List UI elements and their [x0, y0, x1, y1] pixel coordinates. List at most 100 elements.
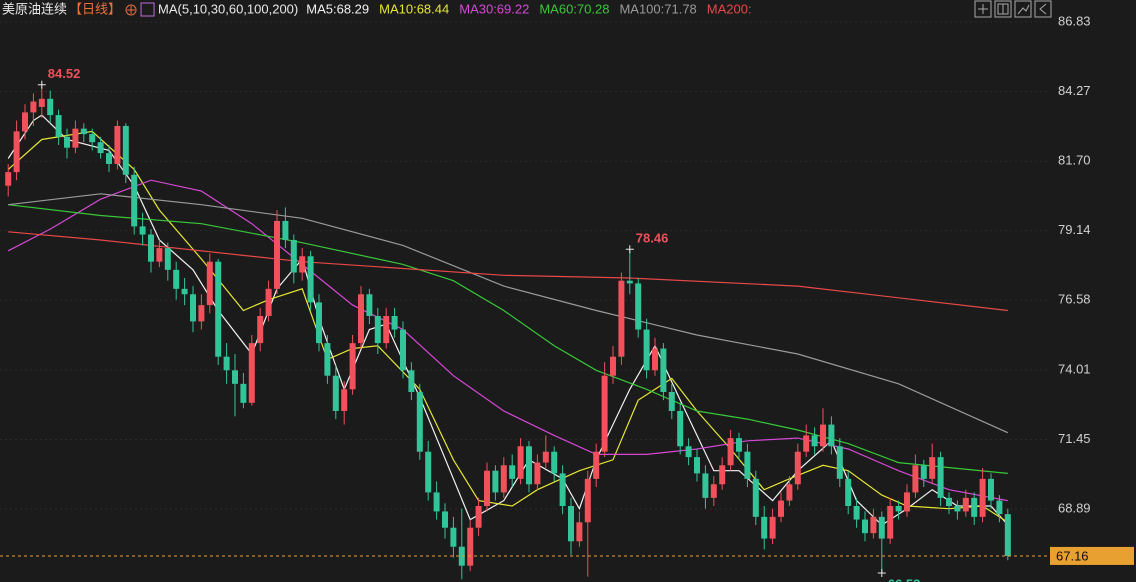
candle-body — [778, 500, 784, 517]
candle-body — [290, 239, 297, 273]
candle-body — [836, 446, 843, 479]
extreme-marker — [625, 245, 634, 254]
candle-body — [979, 478, 986, 517]
candle-body — [97, 142, 104, 154]
extreme-marker — [877, 569, 886, 578]
y-tick-label: 86.83 — [1058, 13, 1091, 28]
candle-body — [853, 505, 860, 520]
tool-icon[interactable] — [1014, 0, 1032, 18]
candle-body — [341, 389, 348, 411]
candle-body — [307, 256, 314, 303]
indicator-label: MA(5,10,30,60,100,200) — [158, 1, 298, 16]
candle-body — [13, 131, 20, 173]
candle-body — [442, 511, 448, 528]
tool-icon[interactable] — [974, 0, 992, 18]
candles — [5, 84, 1011, 580]
candle-body — [391, 315, 398, 330]
y-tick-label: 74.01 — [1058, 361, 1091, 376]
candle-body — [895, 505, 902, 512]
candle-body — [265, 288, 272, 316]
tool-icon-glyph — [997, 3, 1009, 15]
candle-body — [400, 329, 406, 371]
candle-body — [534, 462, 541, 485]
candle-body — [500, 465, 507, 493]
toolbar[interactable] — [974, 0, 1052, 18]
candle-body — [685, 446, 692, 458]
candle-body — [828, 424, 835, 447]
tool-icon[interactable] — [994, 0, 1012, 18]
candle-body — [484, 470, 490, 506]
candle-body — [870, 516, 877, 534]
candle-body — [215, 261, 222, 357]
last-price-label: 67.16 — [1056, 548, 1089, 563]
candle-body — [526, 446, 532, 485]
candle-body — [887, 505, 894, 539]
candle-body — [181, 288, 188, 295]
candle-body — [324, 343, 331, 376]
candle-body — [475, 505, 482, 528]
candle-body — [971, 497, 978, 517]
indicator-icon — [140, 2, 155, 17]
y-tick-label: 76.58 — [1058, 292, 1091, 307]
candle-body — [878, 516, 885, 539]
candle-body — [677, 410, 684, 447]
candle-body — [668, 391, 675, 411]
candle-body — [517, 446, 524, 479]
candle-body — [332, 375, 339, 411]
tool-icon[interactable] — [1034, 0, 1052, 18]
y-tick-label: 84.27 — [1058, 83, 1091, 98]
candle-body — [904, 492, 910, 512]
candle-body — [366, 294, 373, 316]
candle-body — [47, 98, 54, 116]
candle-body — [559, 473, 566, 506]
overlay: 84.52 78.46 66.53 67.16 — [0, 66, 1134, 582]
extreme-label: 84.52 — [48, 66, 81, 81]
candle-body — [744, 451, 751, 479]
candle-body — [962, 497, 969, 512]
candle-body — [139, 226, 146, 235]
candle-body — [316, 302, 322, 344]
candle-body — [752, 478, 759, 517]
settings-icon-glyph — [127, 6, 136, 14]
candle-body — [240, 383, 247, 403]
candle-body — [845, 478, 852, 506]
legend-entry: MA60:70.28 — [539, 1, 609, 16]
candle-body — [769, 516, 776, 539]
candle-body — [148, 234, 154, 262]
candle-body — [274, 220, 280, 289]
candle-body — [551, 451, 558, 474]
candle-body — [719, 465, 726, 485]
candle-body — [803, 435, 810, 452]
ma-line — [8, 193, 1009, 434]
candle-body — [383, 315, 390, 344]
candle-body — [122, 125, 129, 175]
candle-body — [996, 500, 1003, 515]
candle-body — [223, 356, 230, 371]
tool-icon-glyph — [978, 4, 988, 14]
candle-body — [937, 457, 944, 498]
candle-body — [660, 348, 667, 392]
candle-body — [282, 220, 289, 240]
candle-body — [55, 115, 62, 137]
candle-body — [131, 174, 138, 227]
candle-body — [811, 435, 818, 447]
candle-body — [198, 305, 205, 322]
ma-line — [8, 231, 1008, 312]
candle-body — [492, 470, 499, 493]
settings-icon — [125, 4, 137, 16]
candle-body — [618, 280, 625, 357]
candle-body — [1004, 514, 1011, 556]
legend-entry: MA10:68.44 — [379, 1, 449, 16]
candle-body — [164, 248, 171, 270]
candle-body — [299, 256, 306, 273]
candle-body — [38, 98, 45, 107]
candle-body — [433, 492, 440, 512]
candle-body — [22, 112, 28, 132]
candle-body — [954, 505, 961, 512]
candle-body — [794, 451, 801, 485]
candle-body — [156, 248, 163, 262]
candle-body — [248, 343, 255, 403]
instrument-title: 美原油连续 — [2, 1, 67, 16]
